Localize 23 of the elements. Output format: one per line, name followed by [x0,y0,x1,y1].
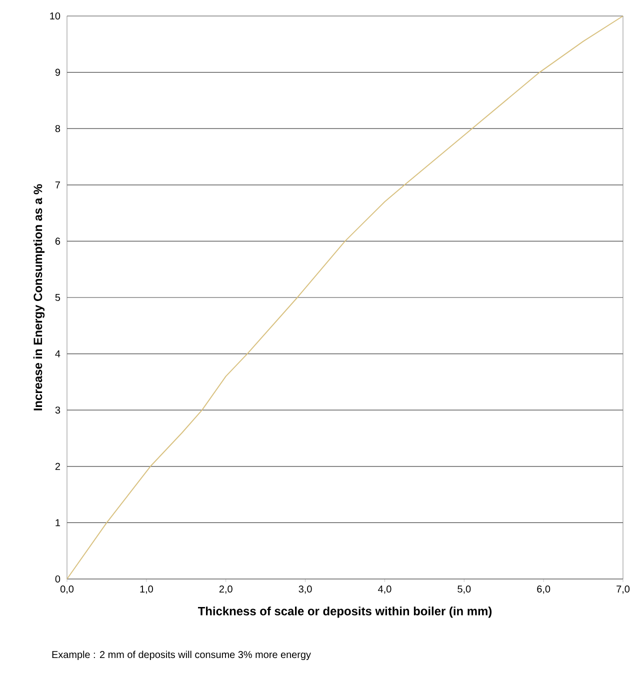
x-tick-label: 5,0 [458,586,471,594]
text: Example : 2 mm of deposits will consume 3% more energy [52,650,311,660]
x-tick-label: 0,0 [60,586,74,594]
x-tick-label: 4,0 [378,586,392,594]
x-tick-label: 7,0 [616,586,630,594]
y-tick-label: 4 [55,350,60,358]
y-tick-label: 5 [55,294,60,301]
x-tick-label: 1,0 [140,586,153,594]
y-tick-label: 6 [55,238,60,245]
y-tick-label: 0 [55,575,60,583]
y-tick-label: 1 [56,519,60,526]
y-tick-label: 3 [55,406,60,414]
x-tick-label: 3,0 [298,586,312,594]
y-tick-label: 10 [50,12,60,20]
y-tick-label: 2 [55,462,60,470]
y-tick-label: 7 [55,181,60,188]
x-tick-label: 2,0 [219,586,232,594]
line-series [66,15,624,580]
x-tick-label: 6,0 [537,586,550,594]
y-tick-label: 9 [55,68,60,76]
y-tick-label: 8 [55,125,60,132]
y-axis-title: Increase in Energy Consumption as a % [33,184,45,410]
x-axis-title: Thickness of scale or deposits within boiler (in mm) [198,606,492,618]
